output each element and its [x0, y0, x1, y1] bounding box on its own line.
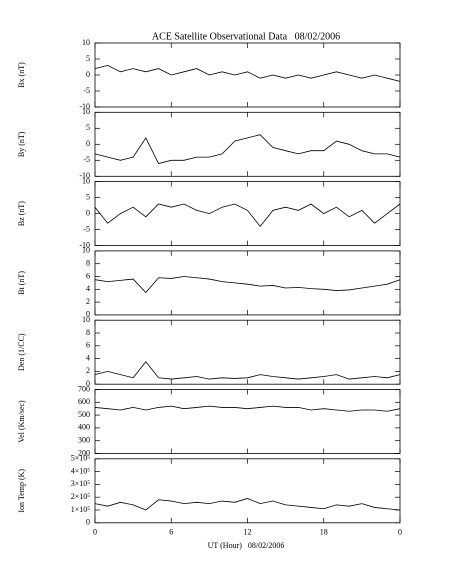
data-line: [94, 134, 401, 164]
x-tick-label: 6: [169, 528, 173, 537]
y-axis-label: Den (1/CC): [17, 333, 26, 371]
y-tick-label: 300: [78, 436, 90, 445]
y-tick-label: 3×10⁵: [71, 479, 91, 488]
y-axis-label: Bx (nT): [17, 62, 26, 88]
y-tick-label: 700: [78, 384, 90, 393]
y-tick-label: 8: [86, 328, 90, 337]
y-tick-label: 4×10⁵: [71, 466, 91, 475]
y-tick-label: 10: [82, 176, 90, 185]
y-axis-label: Vel (Km/sec): [17, 400, 26, 443]
y-tick-label: 0: [86, 310, 90, 319]
x-tick-label: 0: [93, 528, 97, 537]
y-tick-label: -5: [83, 155, 90, 164]
y-tick-label: -10: [79, 102, 90, 111]
data-line: [94, 203, 401, 228]
data-line: [94, 405, 401, 412]
y-tick-label: 2: [86, 297, 90, 306]
data-line: [94, 361, 401, 380]
y-tick-label: 0: [86, 208, 90, 217]
y-axis-label: By (nT): [17, 131, 26, 157]
panel-frame: [94, 250, 401, 316]
x-axis-label: UT (Hour) 08/02/2006: [208, 541, 285, 550]
y-tick-label: -10: [79, 240, 90, 249]
data-line: [94, 64, 401, 82]
y-tick-label: 10: [82, 315, 90, 324]
panel-frame: [94, 458, 401, 524]
y-tick-label: 2: [86, 366, 90, 375]
data-line: [94, 498, 401, 511]
data-line: [94, 276, 401, 294]
x-tick-label: 0: [398, 528, 402, 537]
y-tick-label: 5: [86, 192, 90, 201]
y-tick-label: 200: [78, 448, 90, 457]
y-axis-label: Ion Temp (K): [17, 469, 26, 513]
y-tick-label: 10: [82, 38, 90, 47]
panel-frame: [94, 389, 401, 454]
panel-frame: [94, 319, 401, 385]
y-tick-label: 10: [82, 107, 90, 116]
y-tick-label: 0: [86, 518, 90, 527]
y-tick-label: 500: [78, 410, 90, 419]
y-tick-label: 4: [86, 284, 90, 293]
x-tick-label: 18: [320, 528, 328, 537]
y-tick-label: 600: [78, 397, 90, 406]
y-tick-label: 5: [86, 123, 90, 132]
y-tick-label: 0: [86, 139, 90, 148]
y-axis-label: Bz (nT): [17, 201, 26, 226]
y-tick-label: 5: [86, 54, 90, 63]
panel-frame: [94, 42, 401, 108]
x-tick-label: 12: [244, 528, 252, 537]
y-tick-label: 1×10⁵: [71, 505, 91, 514]
y-tick-label: 0: [86, 70, 90, 79]
y-tick-label: 2×10⁵: [71, 492, 91, 501]
y-tick-label: 10: [82, 246, 90, 255]
y-tick-label: 6: [86, 341, 90, 350]
y-tick-label: 400: [78, 423, 90, 432]
chart-title: ACE Satellite Observational Data 08/02/2…: [152, 31, 340, 42]
y-tick-label: -5: [83, 86, 90, 95]
y-tick-label: 4: [86, 353, 90, 362]
panel-frame: [94, 111, 401, 177]
y-tick-label: -10: [79, 171, 90, 180]
y-tick-label: 0: [86, 379, 90, 388]
y-tick-label: 6: [86, 271, 90, 280]
y-tick-label: 5×10⁵: [71, 454, 91, 463]
y-axis-label: Bt (nT): [17, 271, 26, 295]
y-tick-label: 8: [86, 259, 90, 268]
panel-frame: [94, 181, 401, 247]
y-tick-label: -5: [83, 224, 90, 233]
